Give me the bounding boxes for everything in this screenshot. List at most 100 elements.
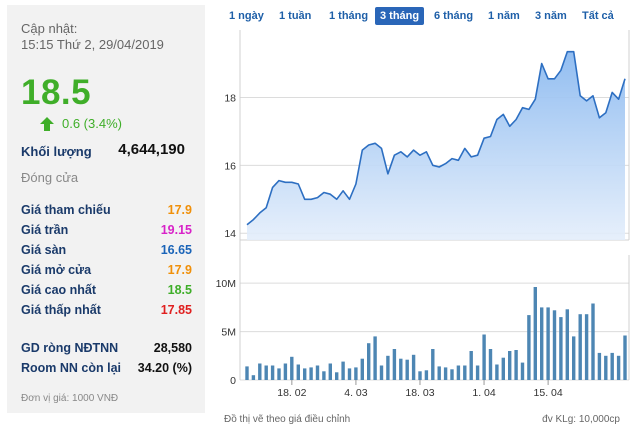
volume-y-tick-label: 10M [216, 278, 236, 290]
tab-1-year[interactable]: 1 năm [488, 10, 520, 22]
volume-bar [559, 317, 563, 380]
volume-bar [328, 363, 332, 380]
open-price-label: Giá mở cửa [21, 263, 92, 277]
volume-bar [296, 364, 300, 380]
foreign-net-value: 28,580 [153, 341, 192, 355]
volume-bar [514, 350, 518, 380]
volume-bar [508, 351, 512, 380]
volume-y-tick-label: 0 [230, 375, 236, 387]
volume-bar [322, 371, 326, 380]
volume-bar [533, 287, 537, 380]
up-arrow-icon [40, 117, 54, 131]
tab-6-months[interactable]: 6 tháng [434, 10, 474, 22]
current-price: 18.5 [21, 73, 92, 112]
volume-bar [309, 367, 313, 380]
volume-bar [501, 357, 505, 380]
volume-bar [379, 365, 384, 380]
volume-bar [392, 349, 397, 380]
volume-bar [251, 375, 256, 380]
volume-bar [565, 309, 569, 380]
volume-bar [341, 361, 345, 380]
tab-3-months[interactable]: 3 tháng [375, 7, 425, 25]
ceiling-price-value: 19.15 [160, 223, 192, 237]
volume-bar [386, 355, 390, 380]
volume-bar [604, 355, 608, 380]
volume-bar [264, 365, 268, 380]
volume-bar [616, 355, 621, 380]
volume-value: 4,644,190 [118, 141, 185, 158]
volume-bar [546, 307, 550, 380]
low-price-value: 17.85 [160, 303, 192, 317]
volume-bar [552, 310, 557, 380]
row-foreign-room: Room NN còn lại 34.20 (%) [21, 361, 199, 381]
volume-bar [572, 336, 576, 380]
volume-bar [482, 334, 486, 380]
volume-bar [411, 354, 416, 380]
row-ceiling-price: Giá trần 19.15 [21, 223, 199, 243]
volume-bar [623, 335, 627, 380]
row-reference-price: Giá tham chiếu 17.9 [21, 203, 199, 223]
price-area [247, 51, 625, 241]
volume-bar [354, 367, 358, 380]
ceiling-price-label: Giá trần [21, 223, 69, 237]
volume-bar [456, 365, 461, 380]
foreign-room-value: 34.20 (%) [137, 361, 192, 375]
volume-bar [495, 364, 499, 380]
stock-summary-panel: Cập nhật: 15:15 Thứ 2, 29/04/2019 18.5 0… [7, 5, 205, 413]
volume-bar [463, 365, 467, 380]
volume-y-tick-label: 5M [221, 327, 236, 339]
volume-bar [591, 303, 595, 380]
market-status: Đóng cửa [21, 170, 79, 185]
tab-1-month[interactable]: 1 tháng [329, 10, 369, 22]
volume-bar [488, 349, 493, 380]
floor-price-value: 16.65 [160, 243, 192, 257]
volume-bar [405, 359, 409, 380]
open-price-value: 17.9 [167, 263, 192, 277]
price-unit-note: Đơn vị giá: 1000 VNĐ [21, 393, 119, 404]
tab-3-years[interactable]: 3 năm [535, 10, 567, 22]
x-tick-label: 18. 02 [277, 387, 306, 399]
reference-price-label: Giá tham chiếu [21, 203, 111, 217]
x-tick-label: 4. 03 [344, 387, 368, 399]
price-change: 0.6 (3.4%) [62, 116, 122, 131]
volume-bar [245, 366, 249, 380]
volume-bar [303, 368, 307, 380]
volume-label: Khối lượng [21, 144, 92, 159]
reference-price-value: 17.9 [167, 203, 192, 217]
volume-bar [610, 352, 614, 380]
floor-price-label: Giá sàn [21, 243, 67, 257]
volume-bar [367, 343, 371, 380]
volume-bar [475, 365, 480, 380]
tab-all[interactable]: Tất cả [582, 10, 614, 22]
high-price-label: Giá cao nhất [21, 283, 97, 297]
price-y-tick-label: 16 [224, 160, 236, 172]
volume-bar [520, 362, 525, 380]
updated-label: Cập nhật: [21, 21, 78, 36]
row-low-price: Giá thấp nhất 17.85 [21, 303, 199, 323]
volume-bar [258, 363, 262, 380]
row-floor-price: Giá sàn 16.65 [21, 243, 199, 263]
x-tick-label: 15. 04 [534, 387, 563, 399]
volume-bar [437, 366, 441, 380]
volume-bar [450, 369, 454, 380]
foreign-room-label: Room NN còn lại [21, 361, 122, 375]
volume-bar [347, 368, 352, 380]
volume-bar [527, 315, 531, 380]
volume-bar [469, 351, 473, 380]
volume-bar [283, 363, 288, 380]
row-open-price: Giá mở cửa 17.9 [21, 263, 199, 283]
tab-1-week[interactable]: 1 tuần [279, 10, 312, 22]
price-y-tick-label: 18 [224, 92, 236, 104]
volume-bar [360, 358, 364, 380]
volume-unit-note: đv KLg: 10,000cp [542, 414, 620, 425]
volume-bar [431, 349, 435, 380]
row-high-price: Giá cao nhất 18.5 [21, 283, 199, 303]
low-price-label: Giá thấp nhất [21, 303, 101, 317]
volume-bar [597, 352, 602, 380]
volume-bar [578, 314, 582, 380]
volume-bar [373, 336, 377, 380]
volume-bar [335, 372, 339, 380]
volume-bar [277, 368, 281, 380]
tab-1-day[interactable]: 1 ngày [229, 10, 264, 22]
